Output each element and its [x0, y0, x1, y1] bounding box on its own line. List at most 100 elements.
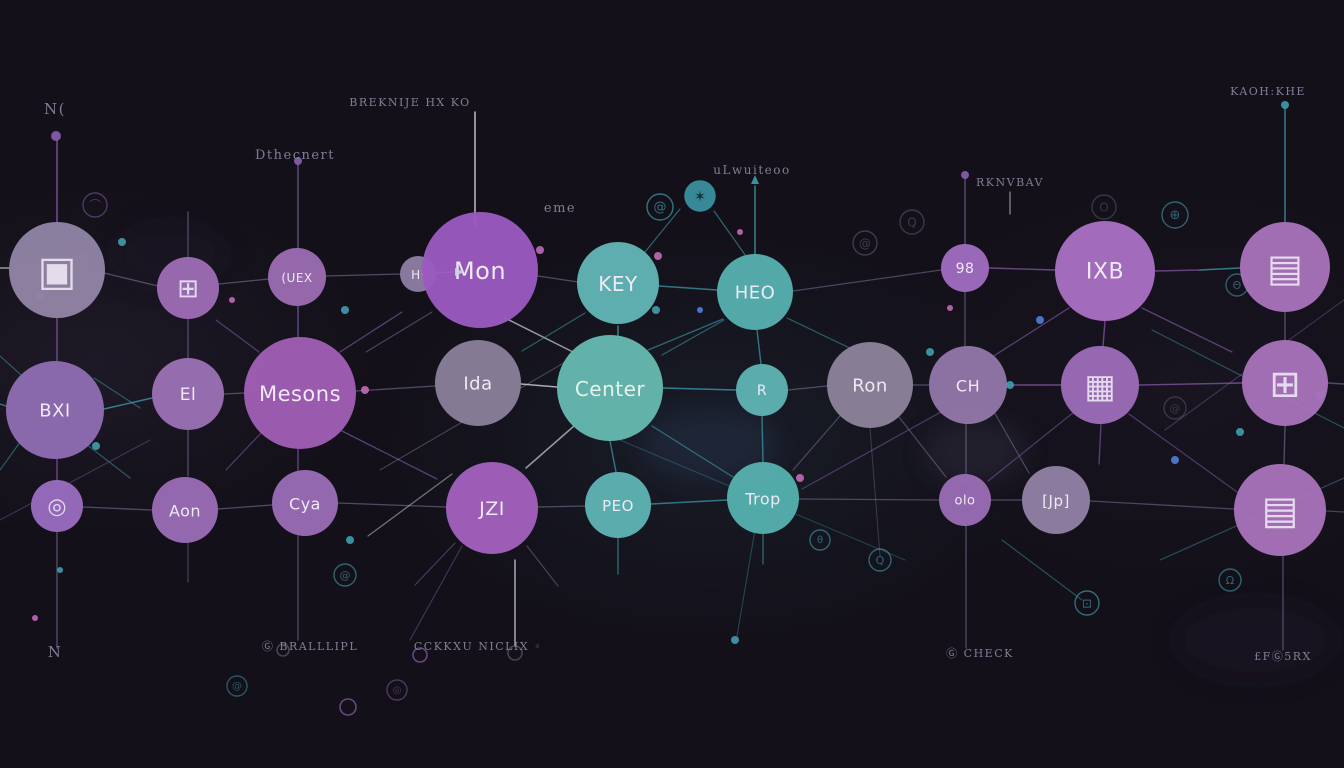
node-label-center: Center	[575, 377, 646, 401]
edge-line	[898, 416, 947, 478]
particle-dot	[1036, 316, 1044, 324]
floating-label: RKNVBAV	[976, 176, 1044, 189]
node-label-olo: olo	[954, 494, 975, 509]
edge-line	[337, 502, 447, 508]
ghost-badge-glyph: ⊕	[1170, 208, 1181, 223]
particle-dot	[229, 297, 235, 303]
particle-dot	[92, 442, 100, 450]
doc-top-icon: ▤	[1267, 246, 1303, 290]
edge-line	[218, 278, 270, 285]
particle-dot	[1171, 456, 1179, 464]
ring-small-icon: ◎	[47, 495, 66, 520]
particle-dot	[118, 238, 126, 246]
ghost-badge-glyph: @	[340, 569, 351, 582]
particle-dot	[51, 131, 61, 141]
floating-label: N	[48, 643, 63, 661]
edge-line	[756, 329, 762, 365]
graph-node-n98	[941, 244, 989, 292]
edge-line	[736, 529, 756, 637]
graph-node-ch	[929, 346, 1007, 424]
edge-line	[341, 430, 438, 480]
ghost-badge-glyph: Ω	[1226, 574, 1234, 587]
edge-line	[525, 425, 575, 469]
particle-dot	[361, 386, 369, 394]
graph-node-ron	[827, 342, 913, 428]
edge-line	[520, 383, 558, 388]
particle-dot	[536, 246, 544, 254]
node-label-mon: Mon	[454, 257, 506, 285]
graph-node-calendar	[1061, 346, 1139, 424]
doc-bottom-icon: ▤	[1262, 489, 1299, 534]
particle-dot	[294, 157, 302, 165]
particle-dot	[961, 171, 969, 179]
node-label-ch: CH	[956, 377, 980, 396]
ghost-badge-glyph: Θ	[1233, 279, 1242, 292]
node-label-el: El	[180, 385, 196, 405]
edge-line	[1128, 413, 1238, 493]
floating-label: eme	[544, 201, 576, 216]
node-label-cya: Cya	[289, 495, 321, 514]
graph-node-ring-small	[31, 480, 83, 532]
edge-line	[355, 385, 436, 392]
edge-line	[1325, 510, 1344, 513]
node-label-ixb: IXB	[1086, 260, 1124, 285]
ghost-badge-glyph: ✶	[694, 188, 707, 206]
particle-dot	[1236, 428, 1244, 436]
graph-node-mesons	[244, 337, 356, 449]
edge-line	[787, 385, 828, 391]
graph-node-cya	[272, 470, 338, 536]
node-label-uex: (UEX	[281, 271, 312, 285]
arrow-head	[455, 268, 464, 276]
edge-line	[215, 319, 260, 353]
particle-dot	[57, 567, 63, 573]
edge-line	[647, 318, 724, 351]
graph-node-jp	[1022, 466, 1090, 534]
edge-line	[223, 392, 245, 395]
ghost-badge-icon	[809, 529, 831, 551]
graph-node-doc-top	[1240, 222, 1330, 312]
ghost-badge-icon	[852, 230, 878, 256]
ghost-badge-glyph: @	[232, 681, 242, 692]
particle-dot	[737, 229, 743, 235]
ghost-badge-icon	[646, 193, 674, 221]
arrow-head	[751, 175, 759, 184]
graph-node-trop	[727, 462, 799, 534]
edge-line	[82, 506, 153, 511]
edge-line	[798, 498, 940, 501]
particle-dot	[341, 306, 349, 314]
ghost-badge-glyph: ⊡	[1082, 597, 1092, 611]
particle-dot	[947, 305, 953, 311]
background-blob	[925, 420, 1025, 484]
edge-line	[661, 319, 725, 356]
ghost-badge-icon	[684, 180, 716, 212]
edge-line	[991, 307, 1070, 358]
edge-line	[1199, 267, 1241, 271]
graph-node-mon	[422, 212, 538, 328]
edge-line	[526, 545, 559, 587]
edge-line	[662, 387, 737, 391]
edge-line	[609, 440, 617, 473]
edge-line	[367, 473, 453, 537]
particle-dot	[926, 348, 934, 356]
edge-line	[414, 542, 456, 586]
ghost-badge-glyph: θ	[817, 535, 823, 546]
graph-node-monitor	[9, 222, 105, 318]
graph-node-el	[152, 358, 224, 430]
edge-line	[1102, 320, 1106, 347]
graph-node-bxi	[6, 361, 104, 459]
particle-dot	[1281, 101, 1289, 109]
node-label-aon: Aon	[169, 502, 201, 521]
edge-line	[409, 545, 463, 641]
edge-line	[0, 439, 151, 521]
node-label-ron: Ron	[852, 376, 888, 397]
edge-line	[365, 311, 433, 353]
floating-label: Ⓖ BRALLLIPL	[262, 640, 358, 653]
edge-line	[504, 317, 574, 353]
particle-dot	[32, 615, 38, 621]
edge-line	[1141, 307, 1233, 353]
grid-small-icon: ⊞	[177, 274, 199, 304]
particle-dot	[654, 252, 662, 260]
edge-line	[650, 499, 728, 505]
graph-node-olo	[939, 474, 991, 526]
graph-node-ida	[435, 340, 521, 426]
